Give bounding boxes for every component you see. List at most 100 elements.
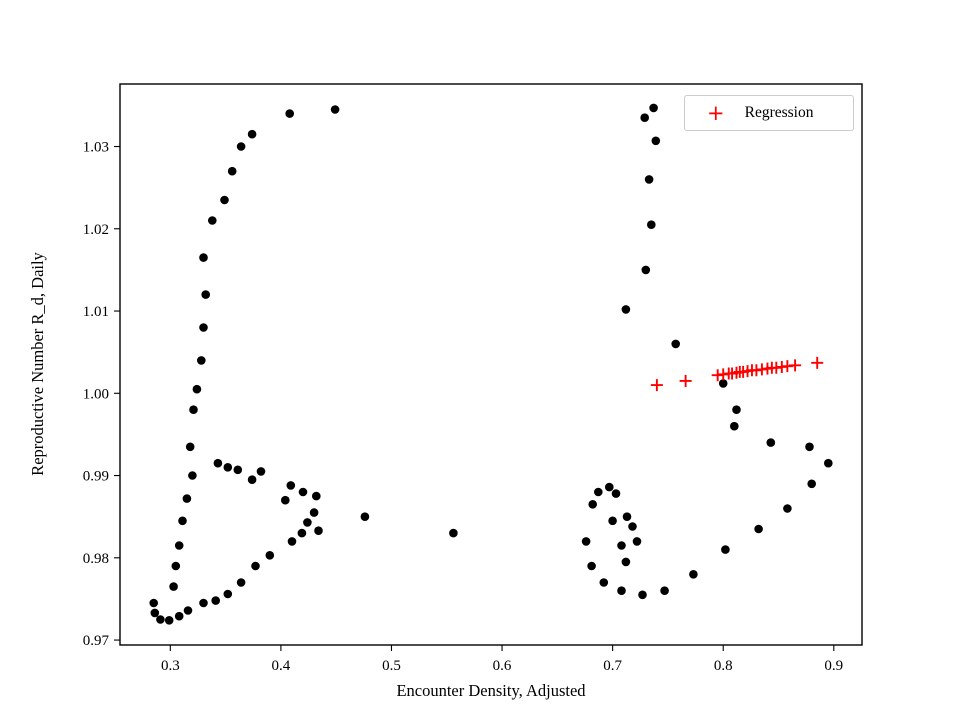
data-point: [360, 512, 370, 521]
y-tick-label: 1.02: [83, 222, 109, 238]
data-point: [640, 113, 649, 122]
regression-point: [789, 359, 802, 372]
data-point: [766, 438, 776, 447]
data-point: [199, 598, 208, 608]
data-point: [149, 598, 158, 608]
data-point: [227, 166, 237, 176]
regression-point: [679, 374, 692, 387]
data-point: [314, 526, 323, 535]
data-point: [174, 541, 184, 550]
data-point: [247, 475, 257, 485]
data-point: [644, 175, 654, 184]
data-point: [281, 495, 290, 505]
data-point: [185, 442, 195, 452]
data-point: [611, 489, 621, 498]
data-point: [182, 494, 192, 503]
x-tick-label: 0.3: [161, 658, 180, 674]
data-point: [211, 596, 220, 605]
data-point: [197, 356, 206, 365]
data-point: [183, 606, 193, 615]
data-point: [171, 561, 181, 571]
data-point: [223, 463, 233, 472]
y-axis-label: Reproductive Number R_d, Daily: [28, 252, 47, 476]
data-point: [298, 487, 308, 497]
data-point: [220, 195, 229, 205]
data-point: [297, 528, 307, 538]
x-tick-label: 0.4: [272, 658, 291, 674]
data-point: [236, 578, 246, 587]
data-point: [164, 616, 174, 625]
data-point: [689, 570, 698, 579]
plus-marker-icon: +: [707, 100, 725, 125]
data-point: [824, 458, 833, 468]
data-point: [192, 384, 202, 394]
data-point: [236, 142, 246, 151]
data-point: [621, 557, 631, 567]
data-point: [251, 561, 260, 571]
data-point: [174, 611, 184, 621]
data-point: [178, 516, 187, 526]
data-point: [594, 487, 603, 497]
data-point: [309, 508, 319, 517]
data-point: [256, 467, 266, 476]
data-point: [303, 518, 312, 527]
data-point: [286, 481, 296, 490]
data-point: [660, 586, 669, 595]
data-point: [805, 442, 814, 452]
x-tick-label: 0.7: [603, 658, 622, 674]
y-tick-label: 1.00: [83, 386, 109, 402]
x-tick-label: 0.5: [382, 658, 401, 674]
data-point: [287, 537, 297, 546]
data-point: [671, 339, 680, 349]
data-point: [233, 465, 243, 475]
data-point: [449, 528, 458, 538]
data-point: [169, 582, 178, 591]
plot-frame: [119, 83, 863, 646]
y-tick-label: 0.98: [83, 551, 109, 567]
data-point: [189, 405, 198, 415]
y-tick-label: 0.99: [83, 469, 109, 485]
data-point: [730, 421, 739, 431]
regression-point: [811, 356, 824, 369]
data-point: [617, 586, 626, 595]
data-point: [605, 482, 614, 492]
data-point: [621, 305, 631, 314]
data-point: [587, 561, 596, 571]
data-point: [265, 551, 275, 560]
data-point: [651, 136, 661, 146]
data-point: [188, 471, 197, 480]
data-point: [783, 504, 792, 513]
data-point: [649, 103, 658, 113]
legend: + Regression: [684, 95, 854, 131]
data-point: [208, 216, 217, 225]
data-point: [247, 129, 257, 139]
data-point: [628, 522, 637, 531]
data-point: [632, 537, 642, 546]
data-point: [213, 458, 223, 468]
data-point: [588, 500, 597, 509]
data-point: [285, 109, 295, 118]
y-tick-label: 0.97: [83, 633, 110, 649]
x-tick-label: 0.8: [714, 658, 733, 674]
data-point: [599, 578, 609, 587]
y-tick-label: 1.03: [83, 140, 109, 156]
data-point: [199, 323, 208, 332]
y-tick-label: 1.01: [83, 304, 109, 320]
data-point: [150, 608, 160, 618]
data-point: [617, 541, 626, 550]
data-point: [622, 512, 632, 521]
data-point: [199, 253, 208, 262]
data-point: [718, 379, 728, 388]
data-point: [581, 537, 591, 546]
data-point: [638, 590, 647, 600]
x-tick-label: 0.9: [824, 658, 843, 674]
data-point: [312, 491, 321, 501]
data-point: [330, 105, 340, 114]
data-point: [754, 524, 763, 534]
data-point: [807, 479, 816, 489]
regression-point: [650, 379, 663, 392]
x-axis-label: Encounter Density, Adjusted: [396, 681, 586, 700]
data-point: [608, 516, 617, 526]
data-point: [732, 405, 741, 415]
